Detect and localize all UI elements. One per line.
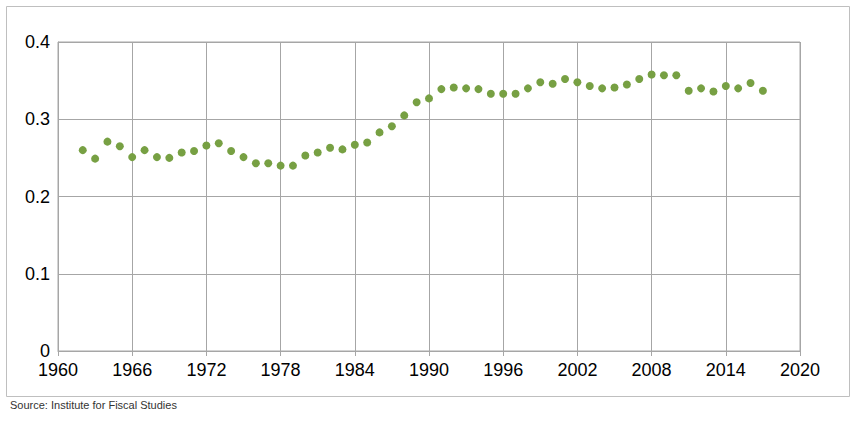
svg-text:2020: 2020 — [780, 360, 820, 380]
svg-text:1978: 1978 — [261, 360, 301, 380]
svg-text:1984: 1984 — [335, 360, 375, 380]
svg-text:0.1: 0.1 — [25, 264, 50, 284]
svg-text:1960: 1960 — [38, 360, 78, 380]
svg-text:Source: Institute for Fiscal S: Source: Institute for Fiscal Studies — [10, 399, 177, 411]
svg-text:1966: 1966 — [112, 360, 152, 380]
svg-text:1990: 1990 — [409, 360, 449, 380]
svg-text:1972: 1972 — [186, 360, 226, 380]
svg-text:0.3: 0.3 — [25, 109, 50, 129]
svg-text:2014: 2014 — [706, 360, 746, 380]
svg-text:0: 0 — [40, 341, 50, 361]
svg-text:0.2: 0.2 — [25, 187, 50, 207]
svg-text:2008: 2008 — [632, 360, 672, 380]
svg-text:1996: 1996 — [483, 360, 523, 380]
svg-text:2002: 2002 — [557, 360, 597, 380]
svg-text:0.4: 0.4 — [25, 32, 50, 52]
